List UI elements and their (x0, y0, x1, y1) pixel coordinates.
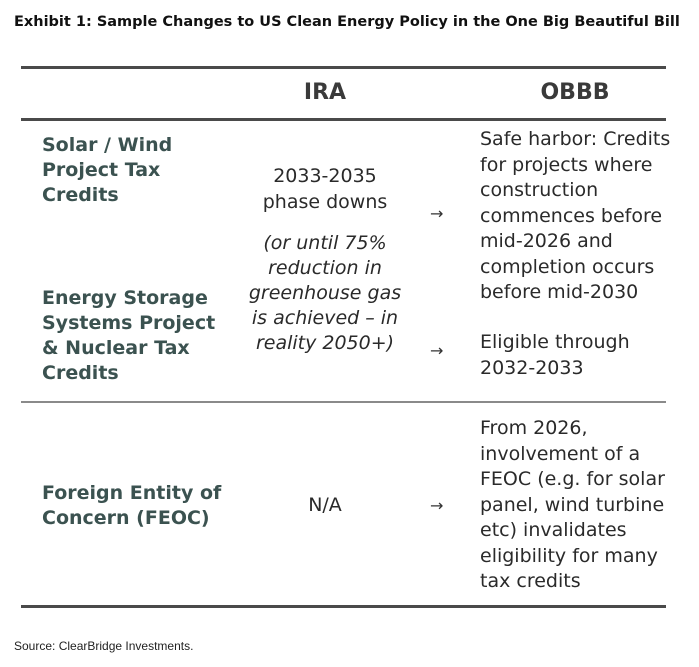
source-note: Source: ClearBridge Investments. (14, 639, 194, 653)
arrow-right-icon: → (430, 496, 444, 515)
table-bottom-rule (21, 605, 666, 608)
arrow-right-icon: → (430, 341, 444, 360)
obbb-safe-harbor: Safe harbor: Credits for projects where … (480, 128, 671, 303)
header-ira: IRA (303, 80, 347, 105)
row-label-feoc: Foreign Entity of Concern (FEOC) (42, 482, 222, 529)
ira-note: (or until 75% reduction in greenhouse ga… (248, 232, 402, 354)
obbb-feoc-rule: From 2026, involvement of a FEOC (e.g. f… (480, 417, 665, 592)
table-top-rule (21, 66, 666, 69)
row-divider (21, 401, 666, 403)
row-label-solar-wind: Solar / Wind Project Tax Credits (42, 134, 173, 206)
ira-feoc-value: N/A (308, 494, 342, 516)
header-obbb: OBBB (540, 80, 610, 105)
ira-phase-downs: 2033-2035 phase downs (262, 165, 388, 213)
arrow-right-icon: → (430, 204, 444, 223)
row-label-energy-storage: Energy Storage Systems Project & Nuclear… (42, 287, 216, 384)
exhibit-title: Exhibit 1: Sample Changes to US Clean En… (14, 14, 680, 30)
header-bottom-rule (21, 118, 666, 121)
obbb-eligible-through: Eligible through 2032-2033 (480, 331, 630, 379)
